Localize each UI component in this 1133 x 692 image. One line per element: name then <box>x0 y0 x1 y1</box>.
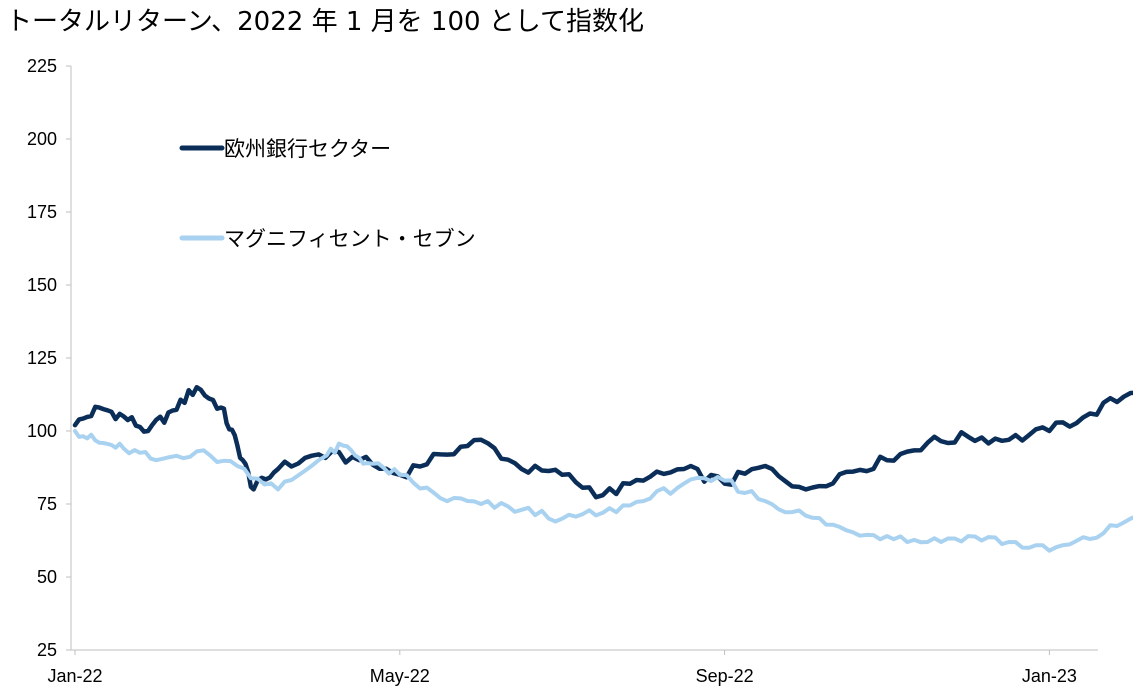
x-tick-label: Jan-23 <box>1022 666 1077 686</box>
y-tick-label: 200 <box>27 129 57 149</box>
y-tick-label: 125 <box>27 348 57 368</box>
y-tick-label: 175 <box>27 202 57 222</box>
series-lines <box>72 384 1133 553</box>
legend-label: 欧州銀行セクター <box>224 137 391 161</box>
y-tick-label: 25 <box>37 640 57 660</box>
x-tick-label: Jan-22 <box>47 666 102 686</box>
x-tick-label: Sep-22 <box>696 666 754 686</box>
y-tick-label: 50 <box>37 567 57 587</box>
y-tick-label: 150 <box>27 275 57 295</box>
series-line-european-banks <box>72 384 1133 500</box>
y-tick-label: 225 <box>27 56 57 76</box>
x-tick-label: May-22 <box>370 666 430 686</box>
tick-labels: 25 50 75 100 125 150 175 200 225 Jan-22 May-22 Sep-… <box>27 56 1077 686</box>
series-line-magnificent-seven <box>73 429 1133 553</box>
legend-label: マグニフィセント・セブン <box>224 227 476 251</box>
chart-axes <box>66 65 1098 655</box>
y-tick-label: 75 <box>37 494 57 514</box>
chart-title: トータルリターン、2022 年 1 月を 100 として指数化 <box>6 7 645 37</box>
y-tick-label: 100 <box>27 421 57 441</box>
